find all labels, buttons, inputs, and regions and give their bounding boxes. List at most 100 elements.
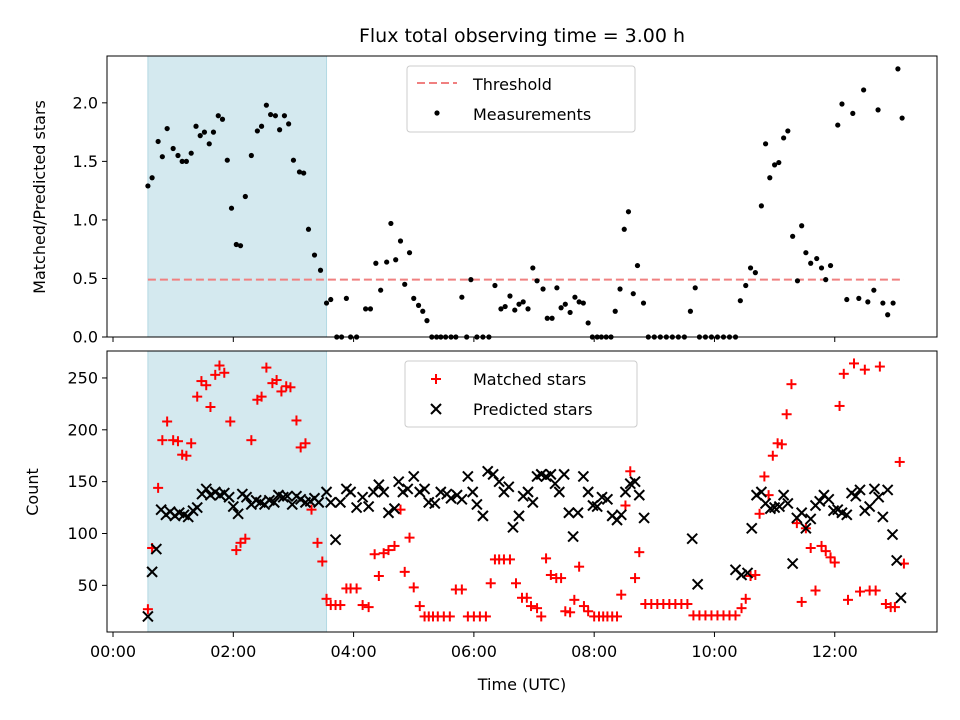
predicted-star-point	[582, 486, 594, 498]
x-stroke	[601, 493, 614, 505]
x-tick-label: 04:00	[331, 642, 377, 661]
measurement-point	[630, 291, 636, 297]
measurement-point	[567, 309, 573, 316]
measurement-point	[388, 220, 394, 227]
x-stroke	[800, 522, 812, 535]
predicted-star-point	[445, 492, 457, 504]
matched-star-point	[820, 546, 831, 557]
measurement-point	[827, 262, 834, 269]
x-stroke	[691, 578, 704, 591]
x-stroke	[209, 486, 221, 498]
measurement-point	[562, 301, 568, 307]
predicted-star-point	[686, 532, 698, 545]
legend-matched-label: Matched stars	[473, 370, 586, 389]
count-panel: 50 100 150 200 250 00:00 02:00 04:00 06:00 08:00…	[23, 350, 938, 694]
predicted-star-point	[277, 491, 289, 503]
x-stroke	[549, 478, 561, 490]
x-stroke	[367, 486, 380, 498]
matched-star-point	[536, 611, 547, 622]
measurement-point	[267, 111, 274, 118]
predicted-star-point	[563, 507, 575, 519]
matched-star-point	[569, 594, 580, 605]
matched-star-point	[874, 361, 885, 372]
count-legend: Matched stars Predicted stars	[404, 360, 638, 428]
predicted-star-point	[232, 508, 244, 520]
chart-title: Flux total observing time = 3.00 h	[359, 25, 685, 47]
predicted-star-point	[344, 486, 357, 498]
x-stroke	[553, 486, 565, 498]
x-stroke	[277, 491, 289, 503]
predicted-star-point	[895, 592, 907, 604]
measurement-point	[823, 277, 829, 283]
measurement-point	[692, 285, 698, 291]
predicted-star-point	[462, 470, 474, 483]
matched-star-point	[312, 537, 323, 548]
x-stroke	[408, 470, 420, 483]
x-stroke	[535, 468, 547, 481]
measurement-point	[492, 282, 498, 289]
measurement-point	[237, 243, 244, 249]
x-stroke	[286, 498, 298, 511]
measurement-point	[373, 260, 379, 266]
predicted-star-point	[638, 512, 650, 524]
measurement-point	[899, 115, 905, 121]
measurement-point	[248, 152, 254, 159]
x-stroke	[527, 496, 539, 509]
x-stroke	[615, 509, 627, 521]
measurement-point	[179, 158, 185, 164]
predicted-star-point	[601, 493, 614, 505]
predicted-star-point	[872, 491, 885, 503]
x-stroke	[254, 496, 267, 509]
x-stroke	[881, 484, 894, 496]
legend-measurements-label: Measurements	[473, 105, 591, 124]
measurement-point	[516, 301, 522, 307]
x-stroke	[477, 510, 489, 522]
x-stroke	[471, 498, 483, 511]
x-tick-label: 00:00	[90, 642, 136, 661]
predicted-star-point	[841, 509, 853, 521]
predicted-star-point	[325, 496, 337, 509]
matched-star-point	[504, 554, 515, 565]
ratio-plot-frame	[106, 55, 938, 338]
matched-star-point	[730, 610, 741, 621]
measurement-point	[875, 107, 881, 113]
matched-star-point	[791, 518, 802, 529]
x-stroke	[377, 486, 390, 498]
x-stroke	[729, 564, 742, 576]
predicted-star-point	[782, 497, 794, 510]
measurement-point	[263, 102, 269, 108]
x-stroke	[382, 507, 395, 519]
x-stroke	[423, 496, 435, 509]
x-stroke	[746, 522, 758, 535]
predicted-star-point	[362, 500, 375, 513]
measurement-point	[343, 295, 349, 301]
predicted-star-point	[633, 489, 645, 501]
measurement-point	[781, 135, 787, 141]
matched-star-point	[373, 571, 384, 582]
predicted-star-point	[572, 507, 584, 519]
legend-matched-swatch	[431, 374, 441, 384]
matched-star-point	[395, 504, 406, 515]
matched-star-point	[849, 358, 859, 369]
predicted-star-point	[854, 484, 866, 496]
x-stroke	[629, 475, 641, 488]
matched-star-point	[796, 596, 807, 607]
matched-star-point	[300, 438, 311, 449]
x-stroke	[507, 521, 519, 533]
matched-star-point	[894, 456, 905, 467]
matched-star-point	[625, 466, 636, 477]
measurement-point	[145, 183, 151, 189]
predicted-star-point	[741, 567, 754, 579]
ratio-x-ticks	[112, 337, 836, 342]
y-tick-label: 1.0	[73, 210, 98, 229]
measurement-point	[397, 238, 404, 244]
matched-star-point	[256, 391, 267, 402]
x-stroke	[513, 510, 525, 522]
predicted-star-point	[471, 498, 483, 511]
predicted-star-point	[482, 465, 494, 477]
x-stroke	[786, 557, 799, 570]
matched-star-point	[541, 553, 552, 564]
x-stroke	[325, 496, 337, 509]
measurement-point	[890, 300, 896, 306]
legend-measurements-swatch	[434, 110, 440, 116]
